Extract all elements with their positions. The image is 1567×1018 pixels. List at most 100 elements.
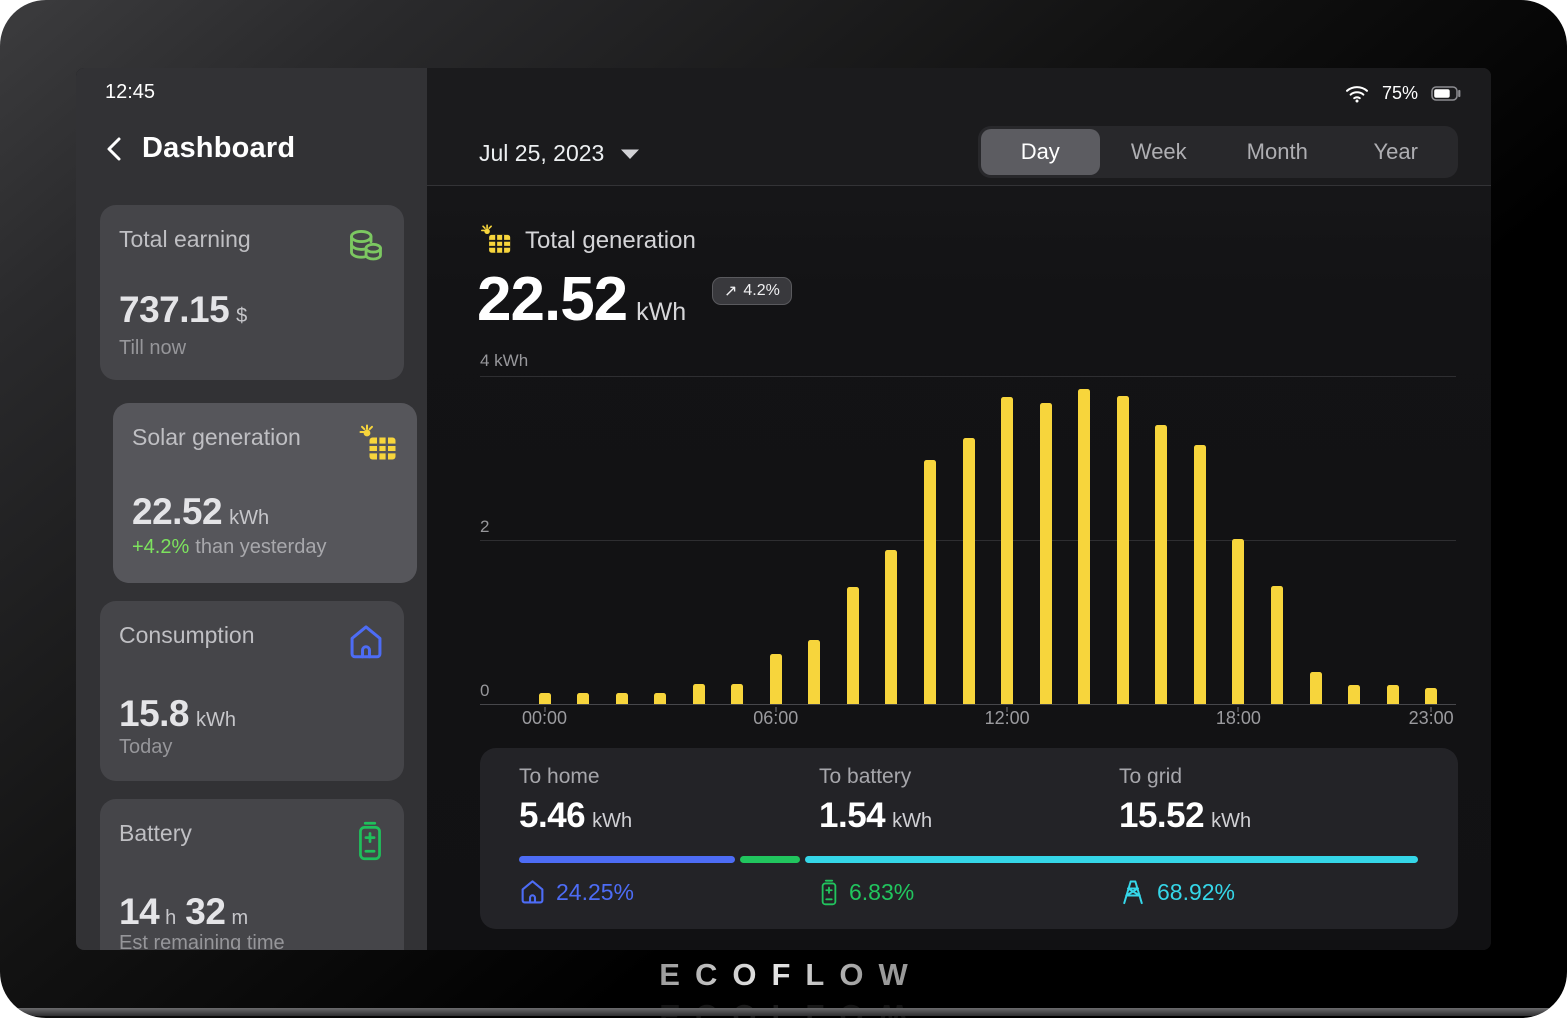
- chart-bar-06:00: [769, 654, 782, 704]
- card-title: Consumption: [119, 622, 255, 648]
- x-tick-mark: [1006, 707, 1009, 712]
- to-home-label: To home: [519, 765, 600, 788]
- pylon-icon: [1119, 878, 1147, 906]
- chart-bar-14:00: [1078, 389, 1091, 704]
- battery-icon: [355, 820, 385, 862]
- card-battery[interactable]: Battery 14 h 32 m Est remaining time: [100, 799, 404, 950]
- generation-delta-value: 4.2%: [743, 282, 780, 299]
- to-home-value: 5.46: [519, 796, 586, 835]
- solar-value: 22.52: [132, 491, 223, 532]
- card-title: Total earning: [119, 226, 251, 252]
- generation-value-row: 22.52 kWh: [477, 264, 686, 335]
- chart-bar-18:00: [1232, 539, 1245, 704]
- distribution-progress-bar: [519, 856, 1418, 863]
- card-total-earning[interactable]: Total earning 737.15 $ Till now: [100, 205, 404, 380]
- to-grid-unit: kWh: [1211, 810, 1252, 832]
- chart-bar-03:00: [654, 693, 667, 704]
- chart-bar-12:00: [1001, 397, 1014, 704]
- chart-plot: [480, 376, 1456, 712]
- chart-bar-15:00: [1116, 396, 1129, 704]
- battery-hours: 14: [119, 891, 160, 932]
- y-axis-label-0: 0: [480, 681, 490, 700]
- y-axis-label-4: 4 kWh: [480, 351, 529, 370]
- progress-segment-home: [519, 856, 735, 863]
- to-grid-percent-row: 68.92%: [1119, 876, 1235, 908]
- chart-bar-22:00: [1386, 685, 1399, 704]
- to-grid-label: To grid: [1119, 765, 1183, 788]
- chart-bar-04:00: [692, 684, 705, 704]
- card-title: Battery: [119, 820, 192, 846]
- x-tick-mark: [1237, 707, 1240, 712]
- card-solar-generation[interactable]: Solar generation: [113, 403, 417, 583]
- earning-value: 737.15: [119, 289, 230, 330]
- distribution-panel: To home 5.46 kWh To battery 1.54 kWh To …: [480, 748, 1458, 929]
- solar-unit: kWh: [229, 507, 270, 529]
- consumption-value: 15.8: [119, 693, 190, 734]
- to-home-percent-row: 24.25%: [519, 876, 634, 908]
- status-battery-icon: [1431, 86, 1462, 101]
- chevron-down-icon: [619, 148, 641, 160]
- battery-minutes: 32: [185, 891, 226, 932]
- back-chevron-icon[interactable]: [103, 135, 127, 163]
- chart-bar-08:00: [846, 587, 859, 704]
- sidebar: 12:45 Dashboard Total earning: [76, 68, 427, 950]
- to-grid-value: 15.52: [1119, 796, 1205, 835]
- to-battery-unit: kWh: [892, 810, 933, 832]
- to-battery-percent: 6.83%: [849, 878, 915, 905]
- screen: 12:45 Dashboard Total earning: [76, 68, 1491, 950]
- x-tick-mark: [774, 707, 777, 712]
- y-axis-label-2: 2: [480, 517, 490, 536]
- card-value-row: 737.15 $: [119, 289, 247, 331]
- battery-hours-unit: h: [165, 907, 177, 929]
- card-subtitle: Today: [119, 736, 173, 758]
- to-battery-value: 1.54: [819, 796, 886, 835]
- arrow-up-right-icon: ↗: [724, 283, 738, 300]
- card-value-row: 22.52 kWh: [132, 491, 269, 533]
- x-tick-mark: [1430, 707, 1433, 712]
- dashboard-header[interactable]: Dashboard: [103, 132, 295, 165]
- status-battery-percent: 75%: [1381, 83, 1418, 103]
- gridline-4kwh: [480, 376, 1456, 377]
- solar-delta-row: +4.2% than yesterday: [132, 536, 326, 559]
- progress-segment-grid: [805, 856, 1418, 863]
- chart-bar-01:00: [577, 693, 590, 704]
- chart-bar-23:00: [1425, 688, 1438, 704]
- solar-delta: +4.2%: [132, 536, 190, 558]
- solar-panel-icon: [358, 424, 398, 466]
- chart-bar-02:00: [615, 693, 628, 704]
- period-tabs: Day Week Month Year: [978, 126, 1458, 178]
- card-value-row: 15.8 kWh: [119, 693, 236, 735]
- to-battery-percent-row: 6.83%: [819, 876, 914, 908]
- to-battery-label: To battery: [819, 765, 912, 788]
- x-tick-label-12:00: 12:00: [984, 708, 1030, 728]
- earning-unit: $: [236, 305, 248, 327]
- chart-bar-00:00: [538, 693, 551, 704]
- date-selector[interactable]: Jul 25, 2023: [479, 140, 641, 167]
- generation-title: Total generation: [525, 227, 696, 254]
- battery-minutes-unit: m: [231, 907, 249, 929]
- card-consumption[interactable]: Consumption 15.8 kWh Today: [100, 601, 404, 781]
- chart-bar-20:00: [1309, 672, 1322, 704]
- solar-delta-suffix: than yesterday: [195, 536, 327, 558]
- page-title: Dashboard: [142, 132, 296, 164]
- consumption-unit: kWh: [196, 709, 237, 731]
- main-header: Jul 25, 2023 Day Week Month Year: [427, 68, 1491, 186]
- tab-year[interactable]: Year: [1373, 139, 1418, 164]
- main-content: Jul 25, 2023 Day Week Month Year: [427, 68, 1491, 950]
- card-title: Solar generation: [132, 424, 301, 450]
- to-grid-column: To grid 15.52 kWh: [1119, 765, 1251, 836]
- date-label: Jul 25, 2023: [479, 140, 605, 166]
- chart-bar-07:00: [808, 640, 821, 704]
- progress-segment-battery: [739, 856, 801, 863]
- generation-delta-badge: ↗ 4.2%: [712, 277, 792, 305]
- solar-panel-icon: [479, 224, 513, 258]
- chart-bar-09:00: [885, 550, 898, 704]
- tab-day[interactable]: Day: [981, 129, 1100, 175]
- tab-week[interactable]: Week: [1130, 139, 1187, 164]
- tab-month[interactable]: Month: [1246, 139, 1308, 164]
- chart-bar-11:00: [962, 438, 975, 704]
- status-clock: 12:45: [105, 81, 156, 103]
- x-axis-baseline: [480, 704, 1456, 705]
- battery-icon: [819, 878, 839, 907]
